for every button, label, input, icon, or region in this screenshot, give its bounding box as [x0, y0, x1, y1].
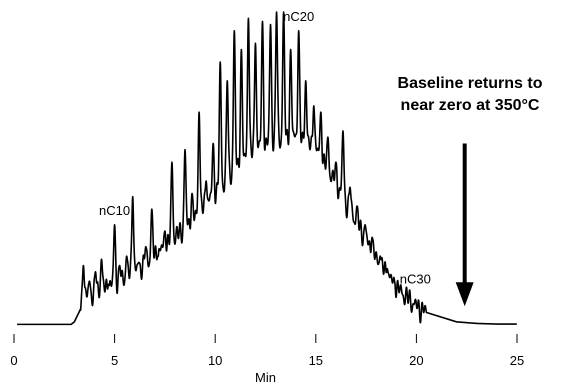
x-axis-title: Min: [255, 370, 276, 385]
x-axis: 0 5 10 15 20 25: [10, 334, 524, 368]
peak-annotations: nC10 nC20 nC30: [99, 9, 431, 287]
peak-label-nc30: nC30: [400, 272, 431, 287]
down-arrow-icon: [455, 143, 474, 307]
baseline-note: Baseline returns to near zero at 350°C: [398, 75, 543, 114]
chromatogram-trace: [16, 11, 518, 326]
arrow-head: [455, 282, 474, 307]
note-line-2: near zero at 350°C: [401, 97, 540, 114]
x-tick-label-5: 25: [510, 353, 524, 368]
peak-label-nc20: nC20: [283, 9, 314, 24]
x-tick-label-2: 10: [208, 353, 222, 368]
peak-label-nc10: nC10: [99, 203, 130, 218]
note-line-1: Baseline returns to: [398, 75, 543, 92]
x-tick-label-3: 15: [309, 353, 323, 368]
x-tick-label-0: 0: [10, 353, 17, 368]
x-tick-label-4: 20: [409, 353, 423, 368]
x-tick-label-1: 5: [111, 353, 118, 368]
